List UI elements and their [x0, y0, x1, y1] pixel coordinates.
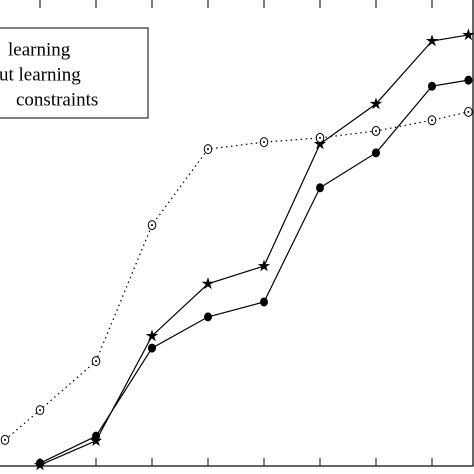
- legend: learning ut learning constraints: [0, 39, 98, 110]
- marker-center: [431, 119, 434, 122]
- marker: [257, 259, 271, 272]
- legend-box: [0, 27, 149, 119]
- marker: [92, 431, 101, 441]
- legend-label: constraints: [16, 89, 98, 110]
- marker: [148, 343, 157, 353]
- marker-center: [319, 136, 322, 139]
- marker: [369, 97, 383, 110]
- marker: [316, 183, 325, 193]
- series-line: [4, 111, 469, 441]
- marker: [145, 329, 159, 342]
- marker: [425, 34, 439, 47]
- marker-center: [39, 409, 42, 412]
- marker: [428, 81, 437, 91]
- legend-label: learning: [8, 39, 71, 60]
- legend-label: ut learning: [0, 64, 81, 85]
- marker: [260, 297, 269, 307]
- marker-center: [467, 110, 470, 113]
- marker-center: [263, 141, 266, 144]
- marker: [313, 137, 327, 150]
- marker-center: [207, 148, 210, 151]
- marker-center: [4, 438, 7, 441]
- marker: [204, 312, 213, 322]
- marker: [201, 277, 215, 290]
- marker-center: [375, 129, 378, 132]
- marker: [462, 28, 474, 41]
- marker-center: [151, 224, 154, 227]
- marker: [36, 458, 45, 468]
- marker-center: [95, 360, 98, 363]
- series-line: [39, 79, 469, 464]
- marker: [464, 75, 473, 85]
- marker: [372, 148, 381, 158]
